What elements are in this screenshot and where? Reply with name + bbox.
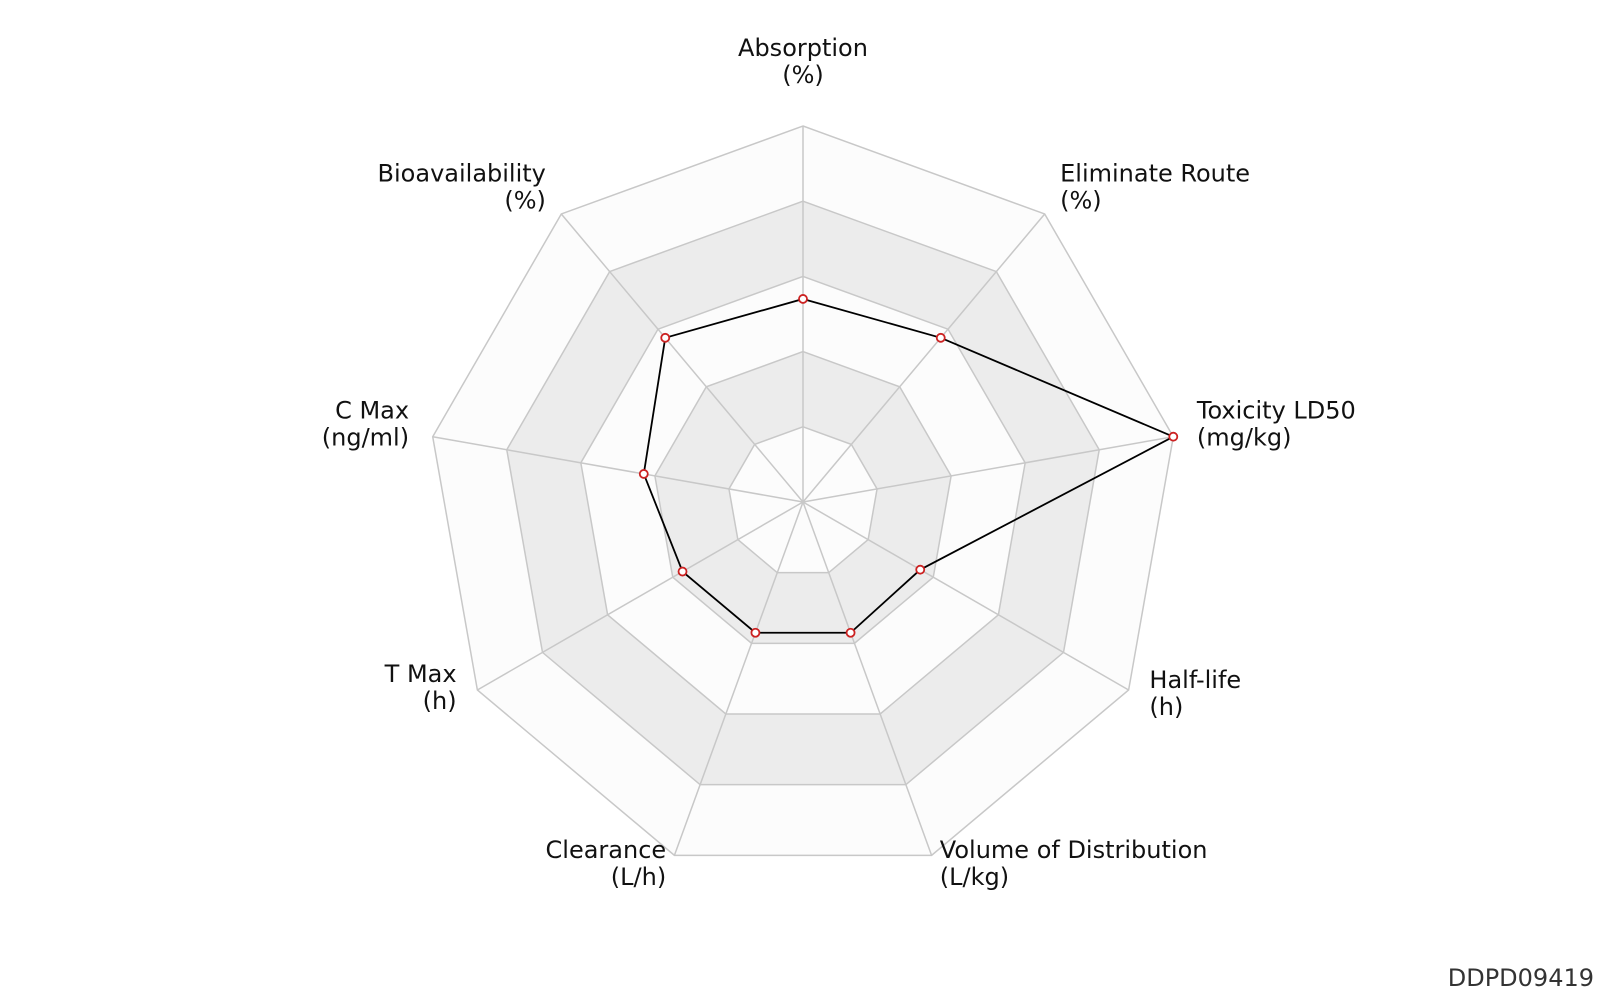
- axis-unit-volume-of-distribution: (L/kg): [940, 863, 1009, 891]
- axis-unit-t-max: (h): [423, 687, 457, 715]
- data-point-volume-of-distribution: [845, 627, 856, 638]
- axis-spoke-5: [802, 501, 933, 856]
- data-point-eliminate-route: [935, 332, 946, 343]
- axis-label-half-life: Half-life: [1149, 666, 1241, 694]
- axis-spoke-8: [432, 435, 804, 503]
- radar-grid-spokes: [432, 126, 1174, 856]
- data-point-absorption: [798, 294, 808, 304]
- axis-unit-c-max: (ng/ml): [322, 424, 409, 452]
- data-point-c-max: [638, 469, 649, 479]
- axis-unit-eliminate-route: (%): [1060, 187, 1102, 215]
- axis-label-clearance: Clearance: [546, 836, 667, 864]
- axis-spoke-7: [476, 501, 804, 691]
- axis-spoke-6: [673, 501, 804, 856]
- data-point-toxicity-ld50: [1168, 431, 1179, 442]
- axis-spoke-9: [560, 213, 804, 503]
- axis-label-absorption: Absorption: [738, 34, 868, 62]
- axis-label-toxicity-ld50: Toxicity LD50: [1196, 397, 1356, 425]
- axis-label-bioavailability: Bioavailability: [378, 160, 546, 188]
- axis-unit-absorption: (%): [782, 61, 824, 89]
- axis-unit-toxicity-ld50: (mg/kg): [1197, 424, 1292, 452]
- axis-label-c-max: C Max: [335, 397, 409, 425]
- record-id: DDPD09419: [1447, 964, 1594, 992]
- data-point-bioavailability: [660, 332, 671, 343]
- axis-label-t-max: T Max: [384, 660, 457, 688]
- axis-spoke-4: [802, 501, 1130, 691]
- axis-label-eliminate-route: Eliminate Route: [1060, 160, 1250, 188]
- axis-spoke-3: [802, 435, 1174, 503]
- radar-axis-labels: Absorption(%)Eliminate Route(%)Toxicity …: [322, 34, 1356, 891]
- axis-label-volume-of-distribution: Volume of Distribution: [940, 836, 1208, 864]
- axis-spoke-2: [802, 213, 1046, 503]
- axis-unit-bioavailability: (%): [504, 187, 546, 215]
- data-point-t-max: [677, 566, 688, 577]
- data-point-clearance: [750, 627, 761, 638]
- series-line-1: [642, 298, 1176, 634]
- radar-series: [638, 294, 1179, 638]
- axis-unit-half-life: (h): [1149, 693, 1183, 721]
- data-point-half-life: [915, 564, 926, 575]
- axis-unit-clearance: (L/h): [611, 863, 666, 891]
